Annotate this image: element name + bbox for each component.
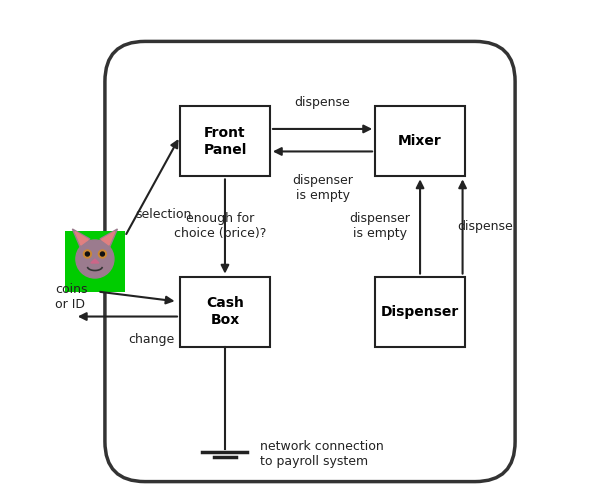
FancyBboxPatch shape [180, 277, 270, 347]
Text: dispense: dispense [457, 220, 513, 233]
FancyBboxPatch shape [65, 231, 125, 292]
Text: dispenser
is empty: dispenser is empty [292, 174, 353, 202]
Text: coins
or ID: coins or ID [55, 283, 87, 310]
Text: Cash
Box: Cash Box [206, 296, 244, 326]
FancyBboxPatch shape [375, 107, 465, 177]
Text: Front
Panel: Front Panel [204, 126, 247, 156]
FancyBboxPatch shape [180, 107, 270, 177]
Circle shape [99, 250, 106, 258]
Polygon shape [101, 231, 115, 245]
Text: dispenser
is empty: dispenser is empty [350, 212, 411, 240]
Polygon shape [75, 231, 88, 245]
Polygon shape [91, 259, 99, 263]
Text: Dispenser: Dispenser [381, 304, 459, 318]
Text: Mixer: Mixer [398, 134, 442, 148]
Circle shape [86, 252, 90, 256]
FancyBboxPatch shape [375, 277, 465, 347]
FancyBboxPatch shape [105, 41, 515, 481]
Circle shape [100, 252, 104, 256]
Polygon shape [73, 229, 90, 246]
Text: change: change [129, 332, 175, 346]
Circle shape [76, 240, 114, 278]
Text: selection: selection [135, 208, 191, 221]
Text: enough for
choice (price)?: enough for choice (price)? [174, 212, 266, 240]
Text: dispense: dispense [294, 96, 350, 109]
Circle shape [83, 250, 91, 258]
Text: network connection
to payroll system: network connection to payroll system [260, 440, 384, 468]
Polygon shape [100, 229, 117, 246]
